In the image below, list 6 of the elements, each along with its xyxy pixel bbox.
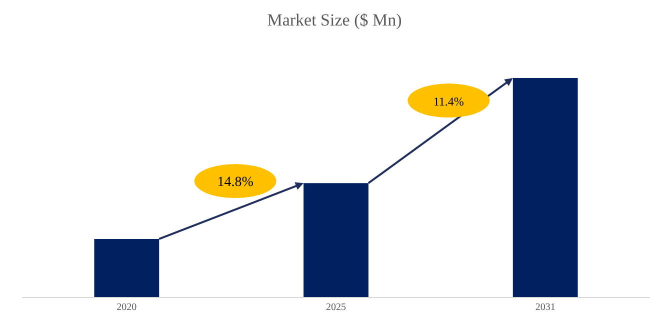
x-tick-label: 2031	[535, 302, 556, 313]
x-tick-label: 2020	[116, 302, 137, 313]
annotation: 11.4%	[433, 94, 464, 109]
chart-title: Market Size ($ Mn)	[267, 10, 402, 30]
x-tick-label: 2025	[326, 302, 346, 313]
annotation: 14.8%	[217, 175, 254, 190]
